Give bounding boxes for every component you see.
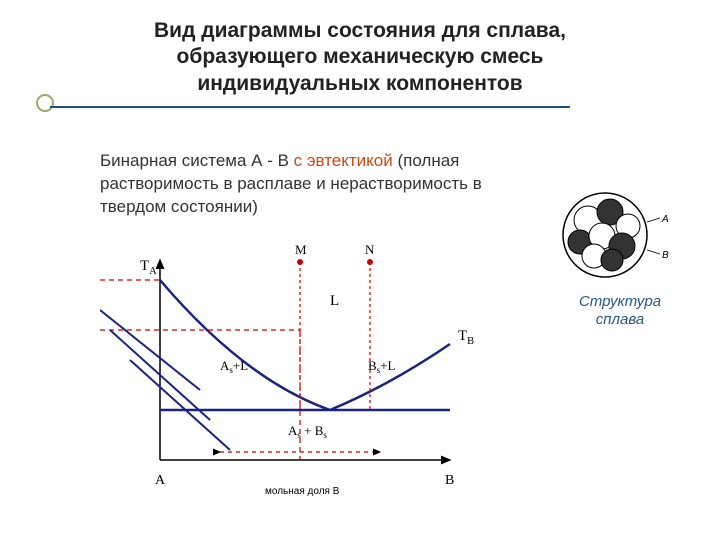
title-line-1: Вид диаграммы состояния для сплава,: [154, 19, 566, 42]
microstructure-block: AB Структура сплава: [560, 190, 680, 329]
svg-text:As+L: As+L: [220, 358, 248, 375]
bullet-icon: [36, 94, 54, 112]
slide: Вид диаграммы состояния для сплава, обра…: [0, 0, 720, 540]
microstructure-svg: AB: [560, 190, 680, 280]
svg-text:TA: TA: [140, 258, 157, 277]
slide-title: Вид диаграммы состояния для сплава, обра…: [60, 18, 660, 97]
svg-text:A: A: [661, 214, 669, 225]
svg-text:L: L: [330, 293, 339, 309]
svg-text:N: N: [365, 242, 375, 257]
svg-text:B: B: [662, 250, 669, 261]
title-line-2: образующего механическую смесь: [177, 45, 544, 68]
subtitle-highlight: с эвтектикой: [294, 151, 393, 170]
phase-diagram-svg: TA TB M N L As+L Bs+L As + Bs A Bмольная доля В: [100, 240, 520, 520]
subtitle-text: Бинарная система А - В с эвтектикой (пол…: [100, 150, 540, 219]
phase-diagram: TA TB M N L As+L Bs+L As + Bs A Bмольная доля В: [100, 240, 520, 520]
svg-text:B: B: [445, 473, 454, 488]
structure-label: Структура сплава: [560, 293, 680, 329]
svg-text:A: A: [155, 473, 166, 488]
title-line-3: индивидуальных компонентов: [197, 72, 522, 95]
subtitle-part1: Бинарная система А - В: [100, 151, 294, 170]
title-underline: [50, 106, 570, 108]
svg-text:M: M: [295, 242, 307, 257]
svg-text:TB: TB: [458, 328, 474, 347]
svg-text:мольная доля В: мольная доля В: [265, 486, 340, 497]
svg-text:As + Bs: As + Bs: [288, 423, 327, 440]
svg-text:Bs+L: Bs+L: [368, 358, 396, 375]
